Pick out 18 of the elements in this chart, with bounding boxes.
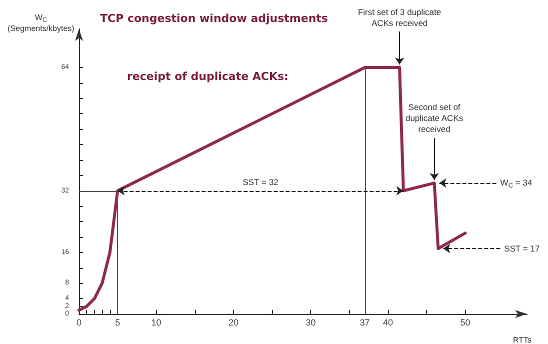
x-tick-label: 50 [460, 318, 470, 328]
chart-title: TCP congestion window adjustments [100, 12, 328, 25]
x-tick-label: 20 [228, 318, 238, 328]
x-tick-label: 30 [306, 318, 316, 328]
line-series [78, 66, 467, 312]
text: receipt of duplicate ACKs: [127, 70, 288, 83]
annotation: First set of 3 duplicate ACKs received [356, 6, 442, 28]
y-axis-title: W$_{C}$ (Segments/kbytes) [6, 12, 76, 34]
annotation: SST = 17 [504, 243, 540, 254]
x-tick-label: 40 [382, 318, 393, 328]
x-tick-label: 5 [115, 318, 120, 328]
x-axis-title: RTTs [513, 336, 532, 344]
x-tick-label: 0 [76, 318, 82, 328]
annotation: Second set of duplicate ACKs received [404, 102, 464, 136]
x-tick-label: 37 [360, 318, 370, 328]
annotation: SST = 32 [242, 176, 280, 188]
annotation: W$_{C}$ = 34 [500, 178, 532, 190]
x-tick-label: 10 [151, 318, 162, 328]
